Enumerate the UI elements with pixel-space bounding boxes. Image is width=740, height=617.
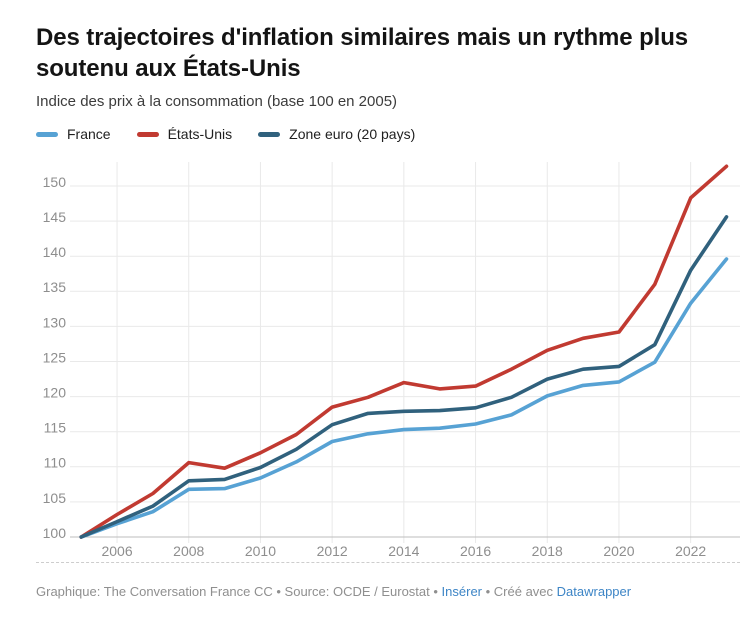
y-tick-label-135: 135 bbox=[43, 279, 67, 295]
y-tick-label-120: 120 bbox=[43, 385, 67, 401]
x-tick-label-2006: 2006 bbox=[101, 543, 132, 559]
legend-item-france: France bbox=[36, 126, 111, 142]
chart-title: Des trajectoires d'inflation similaires … bbox=[36, 24, 689, 82]
y-tick-label-100: 100 bbox=[43, 525, 67, 541]
y-tick-label-125: 125 bbox=[43, 349, 67, 365]
etats-unis-line-swatch bbox=[136, 131, 159, 137]
france-line-swatch bbox=[36, 131, 58, 137]
x-tick-label-2010: 2010 bbox=[245, 543, 276, 559]
legend-label-zone-euro: Zone euro (20 pays) bbox=[289, 126, 416, 142]
chart-subtitle: Indice des prix à la consommation (base … bbox=[36, 93, 398, 110]
y-tick-label-150: 150 bbox=[43, 174, 67, 190]
y-tick-label-105: 105 bbox=[43, 490, 67, 506]
legend-label-france: France bbox=[67, 126, 111, 142]
legend-item-zone-euro: Zone euro (20 pays) bbox=[258, 126, 415, 142]
x-tick-label-2014: 2014 bbox=[388, 543, 419, 559]
zone-euro-line-swatch bbox=[258, 131, 281, 137]
embed-link[interactable]: Insérer bbox=[441, 584, 483, 599]
datawrapper-link[interactable]: Datawrapper bbox=[556, 584, 632, 599]
x-tick-label-2016: 2016 bbox=[460, 543, 491, 559]
x-tick-label-2008: 2008 bbox=[173, 543, 204, 559]
legend-item-etats-unis: États-Unis bbox=[136, 126, 233, 142]
y-tick-label-145: 145 bbox=[43, 209, 67, 225]
x-tick-label-2018: 2018 bbox=[532, 543, 563, 559]
footer-credit-text: Graphique: The Conversation France CC • … bbox=[36, 584, 442, 599]
series-line-états-unis bbox=[79, 164, 729, 539]
series-line-france bbox=[79, 257, 729, 539]
y-tick-label-110: 110 bbox=[44, 455, 67, 471]
footer-created-with-text: • Créé avec bbox=[482, 584, 557, 599]
y-tick-label-130: 130 bbox=[43, 314, 67, 330]
x-tick-label-2022: 2022 bbox=[675, 543, 706, 559]
legend-label-etats-unis: États-Unis bbox=[167, 126, 233, 142]
legend: France États-Unis Zone euro (20 pays) bbox=[36, 126, 415, 142]
y-tick-label-140: 140 bbox=[43, 244, 67, 260]
x-tick-label-2020: 2020 bbox=[603, 543, 634, 559]
x-tick-label-2012: 2012 bbox=[317, 543, 348, 559]
footer: Graphique: The Conversation France CC • … bbox=[36, 584, 736, 599]
series-line-zone-euro-20-pays bbox=[79, 215, 729, 539]
y-tick-label-115: 115 bbox=[44, 420, 67, 436]
footer-divider bbox=[36, 562, 740, 563]
